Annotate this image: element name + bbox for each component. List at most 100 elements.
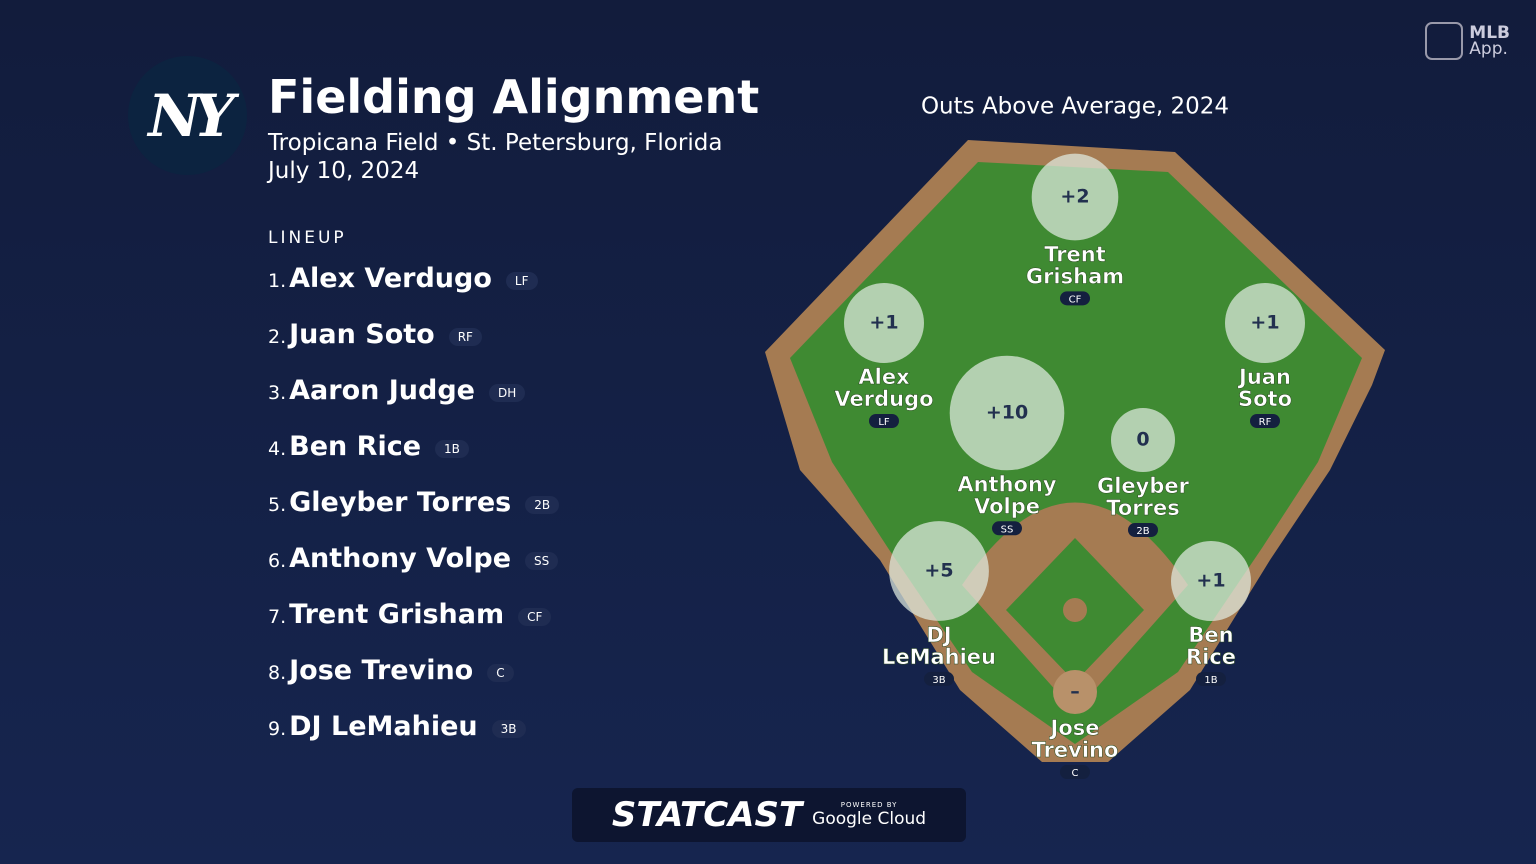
position-label: 1B [1204,675,1217,686]
field-title: Outs Above Average, 2024 [921,94,1229,120]
fielder-name: Trent [1044,242,1106,266]
order: 1. [268,270,287,292]
oaa-label: 0 [1136,429,1149,451]
player-name: Juan Soto [289,318,435,350]
position-pill [1128,523,1158,537]
oaa-circle [949,355,1065,471]
oaa-circle [1225,283,1305,363]
oaa-label: – [1070,681,1080,703]
lineup-row: 6. Anthony Volpe SS [268,538,559,578]
lineup-row: 9. DJ LeMahieu 3B [268,706,526,746]
fielder-name: Soto [1238,387,1292,411]
lineup-label: LINEUP [268,228,347,248]
order: 9. [268,718,287,740]
fielder-name: Jose [1049,716,1100,740]
order: 5. [268,494,287,516]
oaa-circle [889,521,989,621]
title: Fielding Alignment [268,70,760,124]
position-badge: CF [518,608,552,626]
sponsor: POWERED BY Google Cloud [812,801,926,829]
oaa-label: +1 [1196,570,1225,592]
player-name: Anthony Volpe [289,542,512,574]
position-label: LF [878,417,890,428]
position-pill [1060,765,1090,779]
fielder-name: Gleyber [1097,474,1190,498]
fielder-name: Grisham [1026,264,1124,288]
position-pill [1060,291,1090,306]
statcast-banner: STATCAST POWERED BY Google Cloud [572,788,966,842]
position-label: 3B [932,675,945,686]
player-name: Alex Verdugo [289,262,492,294]
fielder-name: Alex [858,365,910,389]
order: 3. [268,382,287,404]
fielder-name: Ben [1188,623,1233,647]
lineup-row: 5. Gleyber Torres 2B [268,482,560,522]
team-logo: NY [128,56,247,175]
position-label: SS [1001,524,1014,535]
lineup-row: 4. Ben Rice 1B [268,426,469,466]
oaa-label: +2 [1060,186,1089,208]
google-cloud: Google Cloud [812,809,927,829]
player-name: DJ LeMahieu [289,710,478,742]
app-line: App. [1469,39,1508,59]
order: 2. [268,326,287,348]
oaa-label: +1 [1250,312,1279,334]
fielder-name: Rice [1186,645,1236,669]
order: 7. [268,606,287,628]
position-badge: 3B [491,720,526,738]
venue: Tropicana Field • St. Petersburg, Florid… [268,130,723,156]
app-text: MLB App. [1469,23,1510,59]
position-pill [1196,672,1226,686]
player-name: Jose Trevino [289,654,474,686]
position-pill [924,671,954,686]
player-name: Trent Grisham [289,598,505,630]
position-badge: LF [505,272,538,290]
oaa-circle [1053,670,1097,714]
position-badge: 2B [525,496,560,514]
player-name: Aaron Judge [289,374,475,406]
powered-by: POWERED BY [840,801,898,809]
order: 4. [268,438,287,460]
app-badge: MLB App. [1425,22,1510,60]
lineup-row: 8. Jose Trevino C [268,650,514,690]
oaa-label: +5 [924,560,953,582]
fielder-name: Juan [1237,365,1291,389]
pitchers-mound [1063,598,1087,622]
date: July 10, 2024 [268,158,420,184]
position-pill [992,521,1022,536]
lineup-row: 2. Juan Soto RF [268,314,482,354]
player-name: Ben Rice [289,430,422,462]
position-label: CF [1069,294,1082,305]
player-name: Gleyber Torres [289,486,512,518]
fielder-name: Trevino [1032,738,1119,762]
position-badge: SS [525,552,559,570]
oaa-label: +10 [986,402,1028,424]
position-pill [1250,414,1280,428]
fielder-name: DJ [926,623,951,647]
fielder-name: Torres [1106,496,1179,520]
order: 8. [268,662,287,684]
lineup-row: 1. Alex Verdugo LF [268,258,538,298]
lineup-row: 7. Trent Grisham CF [268,594,552,634]
oaa-circle [1111,408,1175,472]
fielder-name: Volpe [974,494,1040,518]
position-badge: C [487,664,514,682]
oaa-circle [844,283,924,363]
oaa-circle [1031,153,1119,241]
oaa-label: +1 [869,312,898,334]
position-label: 2B [1136,526,1149,537]
position-pill [869,414,899,428]
oaa-circle [1171,541,1251,621]
statcast: STATCAST [611,795,803,835]
fielder-name: Anthony [957,472,1057,496]
position-label: RF [1259,417,1272,428]
fielder-name: LeMahieu [882,645,996,669]
position-badge: RF [448,328,482,346]
lineup-row: 3. Aaron Judge DH [268,370,526,410]
order: 6. [268,550,287,572]
app-line: MLB [1469,23,1510,43]
fielder-name: Verdugo [834,387,933,411]
position-badge: 1B [435,440,469,458]
